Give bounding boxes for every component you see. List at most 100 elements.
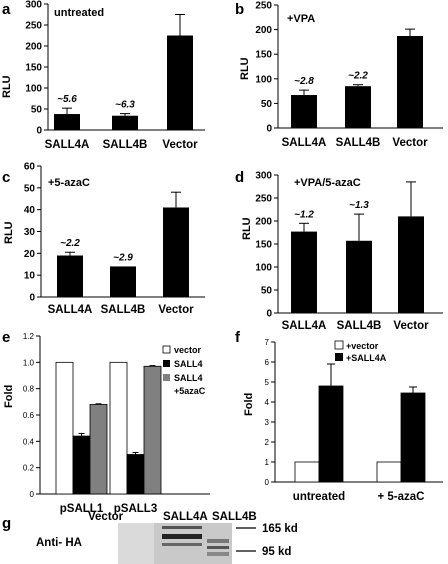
y-tick-label: 60 [24, 162, 36, 173]
fold-annotation: ~2.2 [348, 71, 368, 82]
y-axis-label: RLU [3, 221, 15, 244]
blot-band [207, 552, 229, 556]
legend-swatch-sall4a [335, 353, 343, 361]
bar [345, 86, 371, 128]
y-tick-label: 5 [265, 378, 270, 387]
panel-c: c RLU 0 10 20 30 40 50 60 ~2.2 SALL4A ~2.9 SALL4B V… [2, 162, 205, 316]
panel-letter: e [2, 329, 10, 346]
legend-label: +SALL4A [346, 353, 387, 363]
y-tick-label: 200 [255, 25, 272, 36]
x-category-label: Vector [393, 320, 429, 332]
blot-band [162, 534, 202, 539]
legend-swatch-sall4 [163, 360, 170, 367]
x-category-label: SALL4A [282, 137, 327, 149]
lane-label-sall4a: SALL4A [163, 511, 208, 523]
x-category-label: SALL4A [48, 304, 93, 316]
y-tick-label: 250 [255, 1, 272, 12]
legend-swatch-sall4-azac [163, 374, 170, 381]
y-tick-label: 6 [265, 358, 270, 367]
legend: vector SALL4 SALL4 +5azaC [162, 345, 206, 396]
chart-title: +VPA [287, 13, 315, 25]
y-tick-label: 0.4 [23, 437, 35, 446]
bar [346, 240, 372, 313]
x-category-label: pSALL1 [60, 503, 104, 515]
bar [89, 404, 108, 495]
lane-label-sall4b: SALL4B [212, 511, 257, 523]
chart-title: +VPA/5-azaC [294, 177, 361, 189]
y-tick-label: 0 [266, 309, 272, 320]
y-tick-label: 50 [31, 105, 43, 116]
bar [110, 266, 136, 297]
y-tick-label: 20 [24, 249, 36, 260]
bar [163, 207, 189, 297]
bar [54, 114, 80, 130]
blot-band [207, 539, 229, 543]
y-tick-label: 0 [265, 478, 270, 487]
bar [55, 361, 74, 495]
y-tick-label: 0 [266, 124, 272, 135]
x-category-label: Vector [392, 137, 428, 149]
y-tick-label: 250 [25, 21, 42, 32]
y-tick-label: 30 [24, 227, 36, 238]
y-tick-label: 250 [255, 194, 272, 205]
chart-title: untreated [54, 7, 104, 19]
y-tick-label: 0 [36, 126, 42, 137]
bar [291, 95, 317, 128]
panel-f: f Fold 0 1 2 3 4 5 6 7 untreated + 5-azaC +vector… [235, 329, 443, 503]
panel-letter: c [2, 169, 10, 186]
panel-letter: a [2, 1, 11, 18]
plot-area: 0 10 20 30 40 50 60 ~2.2 SALL4A ~2.9 SALL4B Vector [24, 162, 205, 316]
bar [400, 392, 426, 483]
x-category-label: + 5-azaC [378, 491, 425, 503]
lane-label-vector: Vector [88, 511, 124, 523]
y-tick-label: 0 [29, 293, 35, 304]
y-tick-label: 100 [255, 74, 272, 85]
fold-annotation: ~2.8 [294, 76, 314, 87]
fold-annotation: ~1.3 [349, 200, 369, 211]
antibody-label: Anti- HA [36, 537, 82, 549]
panel-d: d RLU 0 50 100 150 200 250 300 ~1.2 SALL4A ~1.3 SA… [235, 169, 443, 332]
y-tick-label: 1 [265, 458, 270, 467]
bar [294, 461, 320, 483]
bar [112, 115, 138, 130]
legend-label: SALL4 [174, 359, 203, 369]
blot-band [162, 543, 202, 546]
y-tick-label: 3 [265, 418, 270, 427]
bar [398, 216, 424, 313]
y-tick-label: 40 [24, 205, 36, 216]
bar [143, 365, 162, 495]
y-tick-label: 300 [25, 0, 42, 11]
legend-swatch-vector [162, 345, 171, 354]
panel-letter: d [235, 169, 244, 186]
x-category-label: SALL4B [103, 139, 148, 151]
fold-annotation: ~2.9 [113, 252, 133, 263]
y-axis-label: RLU [239, 57, 251, 80]
panel-g: g Vector SALL4A SALL4B Anti- HA 165 kd 9… [2, 511, 298, 564]
blot-band [162, 526, 202, 529]
y-tick-label: 4 [265, 398, 270, 407]
plot-area: 0 50 100 150 200 250 ~2.8 SALL4A ~2.2 SALL4B Vecto… [255, 1, 443, 149]
x-category-label: SALL4B [101, 304, 146, 316]
legend-label: SALL4 [174, 373, 203, 383]
y-tick-label: 7 [265, 338, 270, 347]
legend-label: vector [174, 345, 202, 355]
y-tick-label: 0.2 [23, 464, 35, 473]
y-tick-label: 150 [25, 63, 42, 74]
marker-label: 165 kd [262, 523, 298, 535]
panel-letter: b [235, 1, 244, 18]
y-axis-label: Fold [3, 385, 15, 408]
bar [57, 255, 83, 297]
plot-area: 0 50 100 150 200 250 300 ~5.6 SALL4A ~6.3 SALL4B Ve… [25, 0, 205, 151]
bar [167, 35, 193, 130]
bar [376, 461, 402, 483]
y-tick-label: 50 [24, 183, 36, 194]
y-axis-label: RLU [1, 75, 13, 98]
y-tick-label: 50 [261, 99, 273, 110]
y-tick-label: 200 [25, 42, 42, 53]
y-tick-label: 150 [255, 50, 272, 61]
y-axis-label: Fold [243, 393, 255, 416]
y-axis-label: RLU [241, 217, 253, 240]
y-tick-label: 0.6 [23, 411, 35, 420]
marker-label: 95 kd [262, 546, 291, 558]
